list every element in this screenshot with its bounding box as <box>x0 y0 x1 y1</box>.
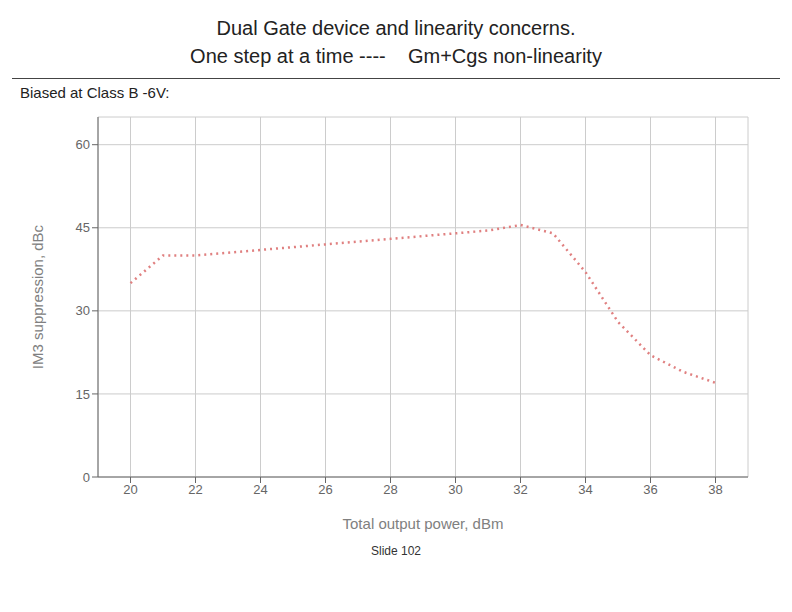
svg-text:36: 36 <box>643 482 657 497</box>
svg-text:30: 30 <box>448 482 462 497</box>
html-text:Dual Gate device and linearity: Dual Gate device and linearity concerns. <box>216 17 576 39</box>
svg-text:45: 45 <box>76 220 90 235</box>
svg-text:38: 38 <box>708 482 722 497</box>
svg-text:32: 32 <box>513 482 527 497</box>
svg-text:28: 28 <box>383 482 397 497</box>
svg-text:20: 20 <box>123 482 137 497</box>
svg-text:0: 0 <box>83 470 90 485</box>
html-text:Biased at Class B -6V:: Biased at Class B -6V: <box>20 84 170 101</box>
svg-text:24: 24 <box>253 482 267 497</box>
html-text:One step at a time ---- Gm+Cgs: One step at a time ---- Gm+Cgs non-linea… <box>190 45 602 67</box>
svg-text:60: 60 <box>76 137 90 152</box>
svg-text:34: 34 <box>578 482 592 497</box>
svg-text:15: 15 <box>76 387 90 402</box>
html-text:Slide 102: Slide 102 <box>371 544 421 558</box>
svg-text:26: 26 <box>318 482 332 497</box>
svg-text:Total output power, dBm: Total output power, dBm <box>343 515 504 532</box>
svg-text:IM3 suppression, dBc: IM3 suppression, dBc <box>29 224 46 369</box>
svg-text:30: 30 <box>76 303 90 318</box>
svg-text:22: 22 <box>188 482 202 497</box>
